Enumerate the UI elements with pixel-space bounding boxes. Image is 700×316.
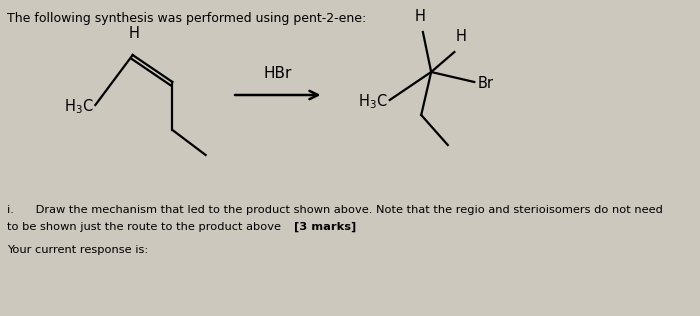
Text: i.      Draw the mechanism that led to the product shown above. Note that the re: i. Draw the mechanism that led to the pr… bbox=[6, 205, 662, 215]
Text: H: H bbox=[456, 29, 467, 44]
Text: HBr: HBr bbox=[264, 66, 292, 81]
Text: [3 marks]: [3 marks] bbox=[293, 222, 356, 232]
Text: H: H bbox=[129, 26, 140, 41]
Text: H$_3$C: H$_3$C bbox=[358, 93, 388, 111]
Text: H: H bbox=[414, 9, 425, 24]
Text: The following synthesis was performed using pent-2-ene:: The following synthesis was performed us… bbox=[6, 12, 366, 25]
Text: H$_3$C: H$_3$C bbox=[64, 98, 94, 116]
Text: to be shown just the route to the product above: to be shown just the route to the produc… bbox=[6, 222, 284, 232]
Text: Br: Br bbox=[477, 76, 494, 92]
Text: Your current response is:: Your current response is: bbox=[6, 245, 148, 255]
